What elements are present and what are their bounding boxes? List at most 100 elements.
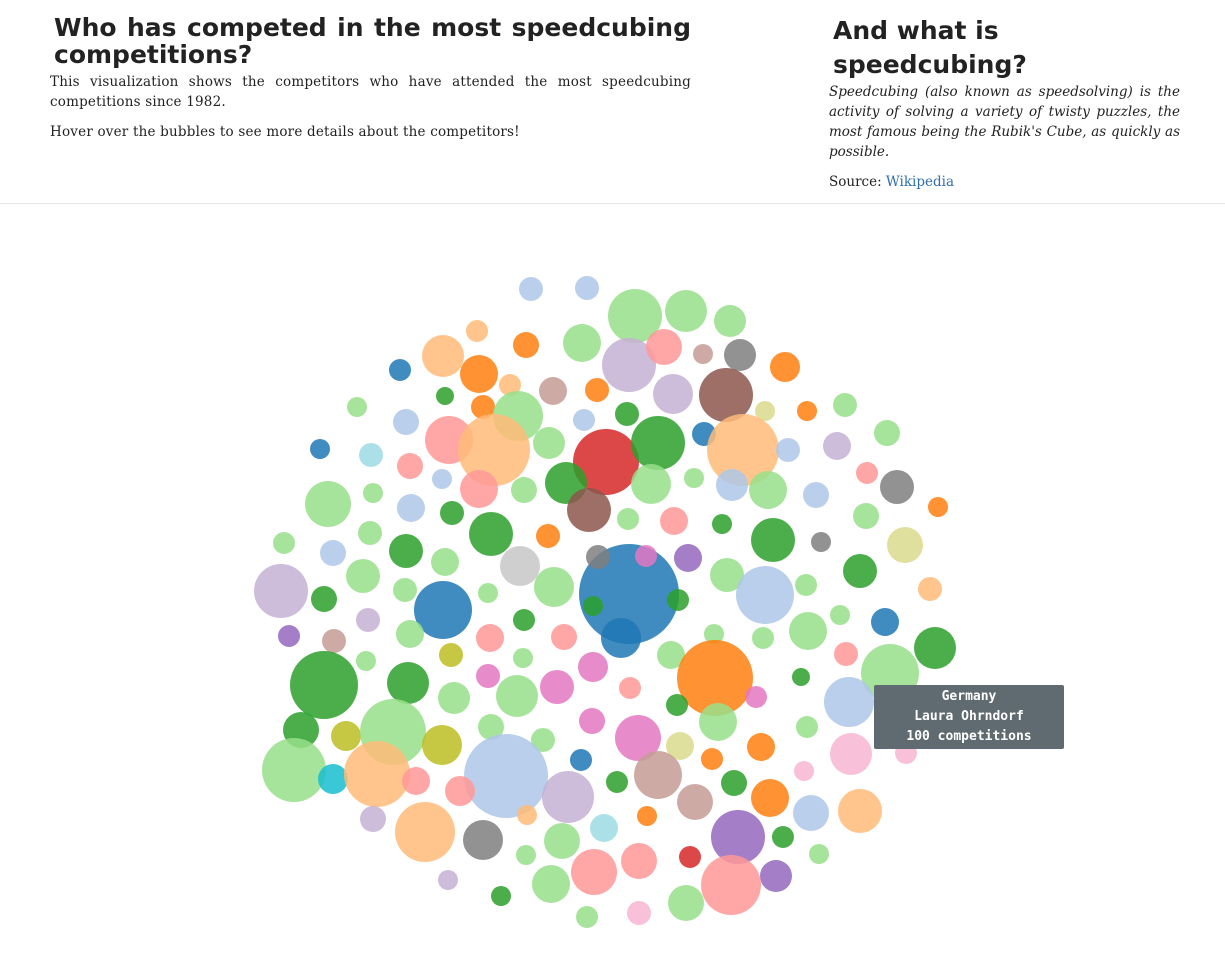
competitor-bubble[interactable] [576, 906, 598, 928]
competitor-bubble[interactable] [701, 855, 761, 915]
competitor-bubble[interactable] [567, 488, 611, 532]
competitor-bubble[interactable] [290, 651, 358, 719]
competitor-bubble[interactable] [736, 566, 794, 624]
competitor-bubble[interactable] [776, 438, 800, 462]
competitor-bubble[interactable] [476, 624, 504, 652]
competitor-bubble[interactable] [856, 462, 878, 484]
competitor-bubble[interactable] [305, 481, 351, 527]
competitor-bubble[interactable] [679, 846, 701, 868]
competitor-bubble[interactable] [320, 540, 346, 566]
competitor-bubble[interactable] [358, 521, 382, 545]
competitor-bubble[interactable] [665, 290, 707, 332]
competitor-bubble[interactable] [395, 802, 455, 862]
competitor-bubble[interactable] [602, 338, 656, 392]
competitor-bubble[interactable] [519, 277, 543, 301]
competitor-bubble[interactable] [666, 694, 688, 716]
competitor-bubble[interactable] [469, 512, 513, 556]
competitor-bubble[interactable] [439, 643, 463, 667]
competitor-bubble[interactable] [500, 546, 540, 586]
competitor-bubble[interactable] [571, 849, 617, 895]
competitor-bubble[interactable] [544, 823, 580, 859]
competitor-bubble[interactable] [833, 393, 857, 417]
competitor-bubble[interactable] [359, 443, 383, 467]
competitor-bubble[interactable] [772, 826, 794, 848]
wikipedia-link[interactable]: Wikipedia [885, 174, 955, 190]
competitor-bubble[interactable] [458, 414, 530, 486]
competitor-bubble[interactable] [278, 625, 300, 647]
competitor-bubble[interactable] [516, 845, 536, 865]
competitor-bubble[interactable] [874, 420, 900, 446]
competitor-bubble[interactable] [579, 708, 605, 734]
competitor-bubble[interactable] [674, 544, 702, 572]
competitor-bubble[interactable] [513, 609, 535, 631]
competitor-bubble[interactable] [360, 806, 386, 832]
competitor-bubble[interactable] [660, 507, 688, 535]
competitor-bubble[interactable] [704, 624, 724, 644]
competitor-bubble[interactable] [693, 344, 713, 364]
competitor-bubble[interactable] [714, 305, 746, 337]
competitor-bubble[interactable] [751, 779, 789, 817]
competitor-bubble[interactable] [684, 468, 704, 488]
competitor-bubble[interactable] [751, 518, 795, 562]
competitor-bubble[interactable] [397, 494, 425, 522]
competitor-bubble[interactable] [880, 470, 914, 504]
competitor-bubble[interactable] [533, 427, 565, 459]
competitor-bubble[interactable] [478, 714, 504, 740]
competitor-bubble[interactable] [871, 608, 899, 636]
competitor-bubble[interactable] [363, 483, 383, 503]
competitor-bubble[interactable] [310, 439, 330, 459]
competitor-bubble[interactable] [794, 761, 814, 781]
competitor-bubble[interactable] [440, 501, 464, 525]
competitor-bubble[interactable] [432, 469, 452, 489]
competitor-bubble[interactable] [347, 397, 367, 417]
competitor-bubble[interactable] [466, 320, 488, 342]
competitor-bubble[interactable] [579, 544, 679, 644]
competitor-bubble[interactable] [707, 414, 779, 486]
competitor-bubble[interactable] [254, 564, 308, 618]
competitor-bubble[interactable] [491, 886, 511, 906]
competitor-bubble[interactable] [513, 332, 539, 358]
competitor-bubble[interactable] [573, 409, 595, 431]
competitor-bubble[interactable] [699, 703, 737, 741]
competitor-bubble[interactable] [563, 324, 601, 362]
competitor-bubble[interactable] [914, 627, 956, 669]
competitor-bubble[interactable] [396, 620, 424, 648]
competitor-bubble[interactable] [792, 668, 810, 686]
competitor-bubble[interactable] [414, 581, 472, 639]
competitor-bubble[interactable] [721, 770, 747, 796]
competitor-bubble[interactable] [803, 482, 829, 508]
competitor-bubble[interactable] [536, 524, 560, 548]
competitor-bubble[interactable] [631, 464, 671, 504]
competitor-bubble[interactable] [699, 368, 753, 422]
competitor-bubble[interactable] [438, 870, 458, 890]
competitor-bubble[interactable] [809, 844, 829, 864]
competitor-bubble[interactable] [608, 289, 662, 343]
competitor-bubble[interactable] [627, 901, 651, 925]
competitor-bubble[interactable] [422, 335, 464, 377]
competitor-bubble[interactable] [273, 532, 295, 554]
competitor-bubble[interactable] [668, 885, 704, 921]
competitor-bubble[interactable] [422, 725, 462, 765]
competitor-bubble[interactable] [615, 715, 661, 761]
competitor-bubble[interactable] [389, 534, 423, 568]
competitor-bubble[interactable] [387, 662, 429, 704]
competitor-bubble[interactable] [539, 377, 567, 405]
competitor-bubble[interactable] [811, 532, 831, 552]
competitor-bubble[interactable] [499, 374, 521, 396]
competitor-bubble[interactable] [590, 814, 618, 842]
competitor-bubble[interactable] [843, 554, 877, 588]
competitor-bubble[interactable] [445, 776, 475, 806]
competitor-bubble[interactable] [573, 429, 639, 495]
competitor-bubble[interactable] [344, 741, 410, 807]
competitor-bubble[interactable] [617, 508, 639, 530]
competitor-bubble[interactable] [796, 716, 818, 738]
competitor-bubble[interactable] [438, 682, 470, 714]
competitor-bubble[interactable] [677, 784, 713, 820]
competitor-bubble[interactable] [755, 401, 775, 421]
competitor-bubble[interactable] [540, 670, 574, 704]
competitor-bubble[interactable] [749, 471, 787, 509]
competitor-bubble[interactable] [570, 749, 592, 771]
competitor-bubble[interactable] [463, 820, 503, 860]
competitor-bubble[interactable] [531, 728, 555, 752]
competitor-bubble[interactable] [583, 596, 603, 616]
